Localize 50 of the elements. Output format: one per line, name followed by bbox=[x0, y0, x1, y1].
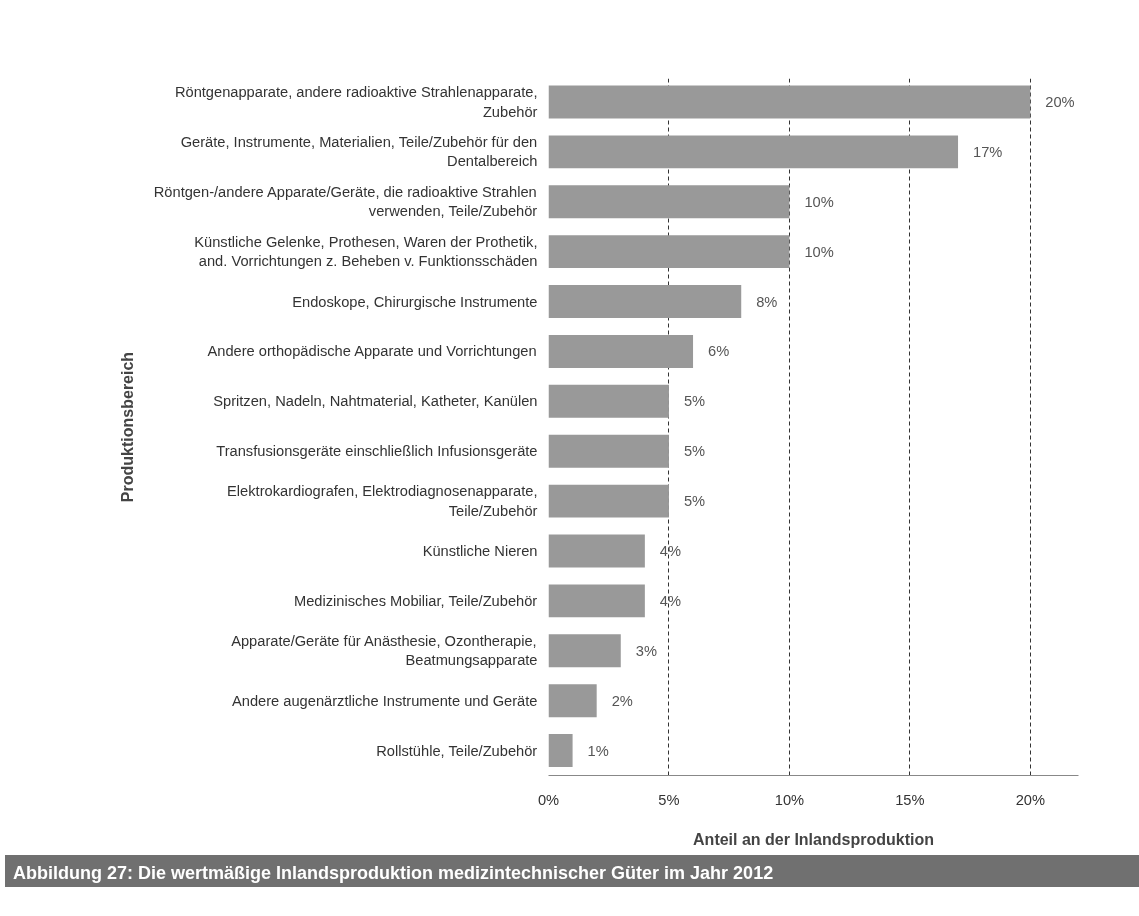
y-tick-label: Andere augenärztliche Instrumente und Geräte bbox=[231, 692, 538, 709]
data-label: 4% bbox=[659, 592, 682, 609]
bar bbox=[548, 285, 742, 318]
y-axis-title: Produktionsbereich bbox=[118, 351, 136, 503]
data-label: 2% bbox=[611, 692, 633, 709]
y-tick-label: Rollstühle, Teile/Zubehör bbox=[376, 742, 538, 759]
bar bbox=[548, 185, 790, 219]
data-label: 4% bbox=[659, 542, 682, 559]
data-label: 17% bbox=[973, 143, 1003, 160]
y-tick-label: Röntgenapparate, andere radioaktive Strahlenapparate, Zubehör bbox=[174, 84, 538, 120]
x-tick-label: 10% bbox=[774, 791, 805, 808]
bar bbox=[548, 734, 573, 768]
x-tick-label: 15% bbox=[895, 791, 925, 808]
bar bbox=[548, 334, 694, 368]
bar bbox=[548, 384, 669, 418]
x-axis-title: Anteil an der Inlandsproduktion bbox=[693, 830, 934, 848]
y-tick-label: Künstliche Gelenke, Prothesen, Waren der Prothetik, and. Vorrichtungen z. Beheben v. Funktionsschäden bbox=[194, 234, 538, 270]
y-tick-label: Röntgen-/andere Apparate/Geräte, die radioaktive Strahlen verwenden, Teile/Zubehör bbox=[153, 184, 538, 220]
y-tick-label: Spritzen, Nadeln, Nahtmaterial, Katheter, Kanülen bbox=[213, 393, 538, 410]
data-label: 1% bbox=[587, 742, 609, 759]
y-tick-label: Künstliche Nieren bbox=[422, 542, 538, 559]
y-tick-label: Apparate/Geräte für Anästhesie, Ozontherapie, Beatmungsapparate bbox=[231, 633, 538, 669]
bar bbox=[548, 634, 621, 668]
bar bbox=[548, 484, 669, 518]
x-tick-label: 5% bbox=[658, 791, 680, 808]
y-tick-label: Elektrokardiografen, Elektrodiagnosenapparate, Teile/Zubehör bbox=[227, 483, 538, 519]
data-label: 10% bbox=[804, 243, 834, 260]
bar bbox=[548, 684, 597, 718]
bar bbox=[548, 434, 669, 468]
data-label: 5% bbox=[683, 393, 706, 410]
y-tick-label: Transfusionsgeräte einschließlich Infusionsgeräte bbox=[216, 443, 538, 460]
data-label: 5% bbox=[683, 443, 706, 460]
y-tick-label: Medizinisches Mobiliar, Teile/Zubehör bbox=[293, 592, 538, 609]
data-label: 10% bbox=[804, 193, 834, 210]
bar bbox=[548, 534, 645, 568]
x-tick-label: 20% bbox=[1015, 791, 1045, 808]
x-tick-label: 0% bbox=[537, 791, 560, 808]
y-tick-label: Endoskope, Chirurgische Instrumente bbox=[292, 293, 538, 310]
bar bbox=[548, 584, 645, 618]
data-label: 3% bbox=[635, 642, 657, 659]
data-label: 6% bbox=[708, 343, 730, 360]
data-label: 20% bbox=[1045, 93, 1075, 110]
text: Abbildung 27: Die wertmäßige Inlandsproduktion medizintechnischer Güter im Jahr 2012 bbox=[13, 862, 774, 885]
bar bbox=[548, 235, 790, 269]
data-label: 8% bbox=[756, 293, 778, 310]
y-tick-label: Andere orthopädische Apparate und Vorrichtungen bbox=[207, 343, 537, 360]
bar bbox=[548, 135, 959, 169]
bar bbox=[548, 85, 1031, 119]
data-label: 5% bbox=[683, 493, 706, 510]
y-tick-label: Geräte, Instrumente, Materialien, Teile/Zubehör für den Dentalbereich bbox=[180, 134, 538, 170]
